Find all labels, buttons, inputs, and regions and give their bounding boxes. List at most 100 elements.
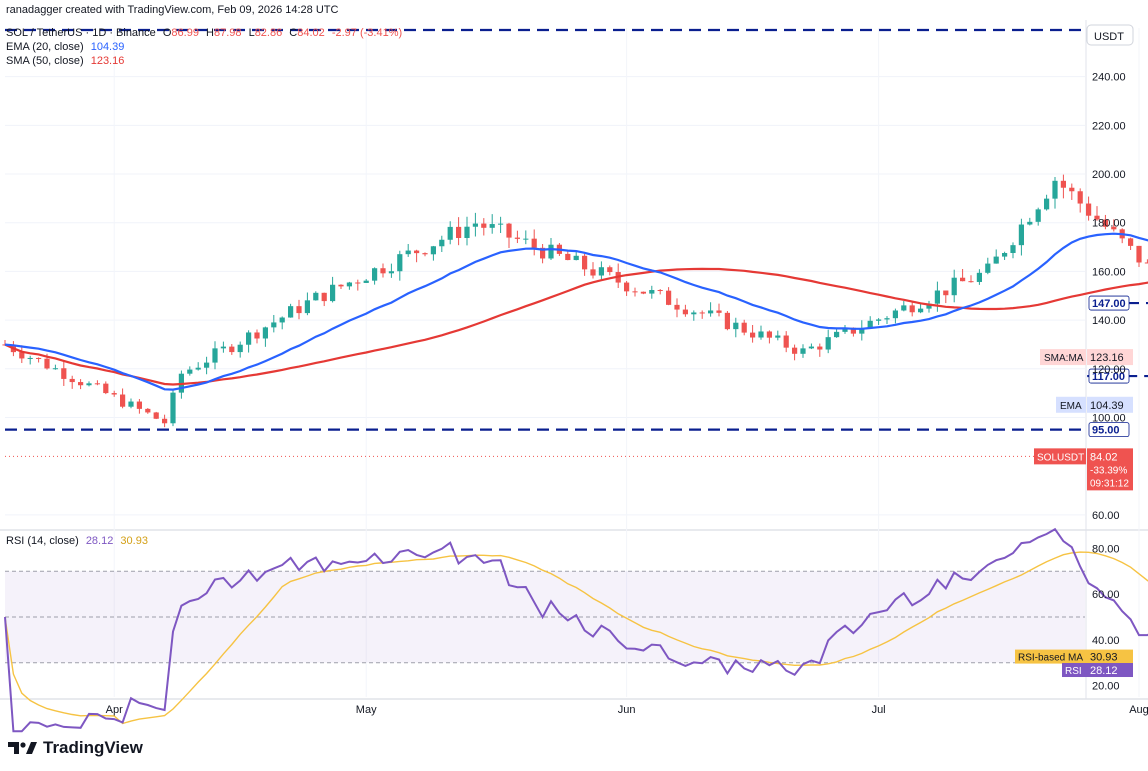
candle-body [61,368,67,379]
candle-body [52,368,58,370]
rsi-line [4,527,1148,733]
rsi-ma-value: 30.93 [1090,652,1118,664]
candle-body [976,272,982,282]
candle-body [103,383,109,394]
candle-body [304,300,310,314]
candle-body [472,223,478,227]
candle-body [145,408,151,413]
candle-body [724,312,730,330]
candle-body [859,328,865,334]
candle-body [590,269,596,276]
last-price-change: -33.39% [1090,465,1127,476]
candle-body [960,277,966,282]
rsi-tick-label: 40.00 [1092,635,1120,647]
ema-legend[interactable]: EMA (20, close) 104.39 [6,41,124,53]
candle-body [540,247,546,259]
candle-body [901,305,907,311]
ema-legend-label: EMA (20, close) [6,41,84,53]
candle-body [993,256,999,264]
candle-body [691,312,697,315]
candle-body [867,320,873,329]
candle-body [1094,215,1100,220]
candle-body [699,312,705,314]
rsi-ma-tag: RSI-based MA [1018,653,1083,664]
candle-body [86,383,92,386]
candle-body [1044,198,1050,210]
candle-body [338,284,344,287]
candle-body [1102,219,1108,227]
level-price-label: 95.00 [1092,425,1120,437]
indicator-lines [4,232,1148,733]
candle-body [170,392,176,424]
tradingview-logo[interactable]: TradingView [8,738,143,758]
candle-body [1128,238,1134,246]
candle-body [422,253,428,255]
candle-body [766,331,772,338]
candle-body [498,223,504,225]
candle-body [430,246,436,255]
ohlc-l-label: L [248,27,255,39]
ema-legend-value: 104.39 [90,41,125,53]
candle-body [254,332,260,339]
candle-body [1069,187,1075,192]
price-tick-label: 60.00 [1092,510,1120,522]
ohlc-low: 82.86 [254,27,283,39]
candle-body [1002,252,1008,257]
candle-body [918,308,924,313]
time-tick-label: May [356,704,377,716]
candle-body [548,244,554,259]
candle-body [187,369,193,374]
candle-body [624,282,630,292]
price-tick-label: 220.00 [1092,120,1126,132]
candle-body [1027,221,1033,225]
candle-body [817,346,823,350]
candle-body [758,331,764,338]
candle-body [649,290,655,294]
candle-body [640,291,646,294]
candle-body [808,346,814,349]
candle-body [573,255,579,261]
candle-body [414,250,420,254]
candle-body [842,327,848,332]
sma-tag: SMA:MA [1044,353,1084,364]
sma-legend-value: 123.16 [90,55,125,67]
level-price-box [1088,368,1130,384]
symbol-tag: SOLUSDT [1037,452,1084,463]
support-resistance-levels: 147.00 117.00 95.00 [5,28,1148,438]
candle-body [892,310,898,319]
candle-body [607,267,613,273]
candle-body [531,238,537,248]
candle-body [120,394,126,407]
candle-body [237,344,243,353]
candle-body [447,226,453,240]
rsi-legend[interactable]: RSI (14, close) 28.12 30.93 [6,535,148,547]
ohlc-high: 87.98 [213,27,242,39]
sma-legend[interactable]: SMA (50, close) 123.16 [6,55,124,67]
price-tick-label: 160.00 [1092,266,1126,278]
rsi-legend-label: RSI (14, close) [6,535,79,547]
candle-body [775,335,781,338]
candle-body [1144,262,1148,264]
ema-tag-box [1056,396,1086,413]
ohlc-open: 86.99 [171,27,199,39]
ema-price-tag: 104.39 [1090,400,1124,412]
candle-body [36,357,42,359]
candle-body [397,254,403,272]
candle-body [834,331,840,338]
candle-body [1077,191,1083,204]
ema-price-tag-box [1087,396,1133,413]
candle-body [582,255,588,270]
countdown: 09:31:12 [1090,478,1129,489]
candle-body [951,277,957,296]
candle-body [321,292,327,302]
candle-body [909,305,915,313]
candle-body [355,282,361,284]
candle-body [1086,203,1092,216]
candle-body [262,327,268,339]
level-price-box [1088,295,1130,311]
candle-body [1010,245,1016,253]
price-labels: SMA:MA 123.16 EMA 104.39 SOLUSDT 84.02 -33.39%… [1015,349,1133,678]
candle-body [464,226,470,238]
candle-body [657,290,663,292]
